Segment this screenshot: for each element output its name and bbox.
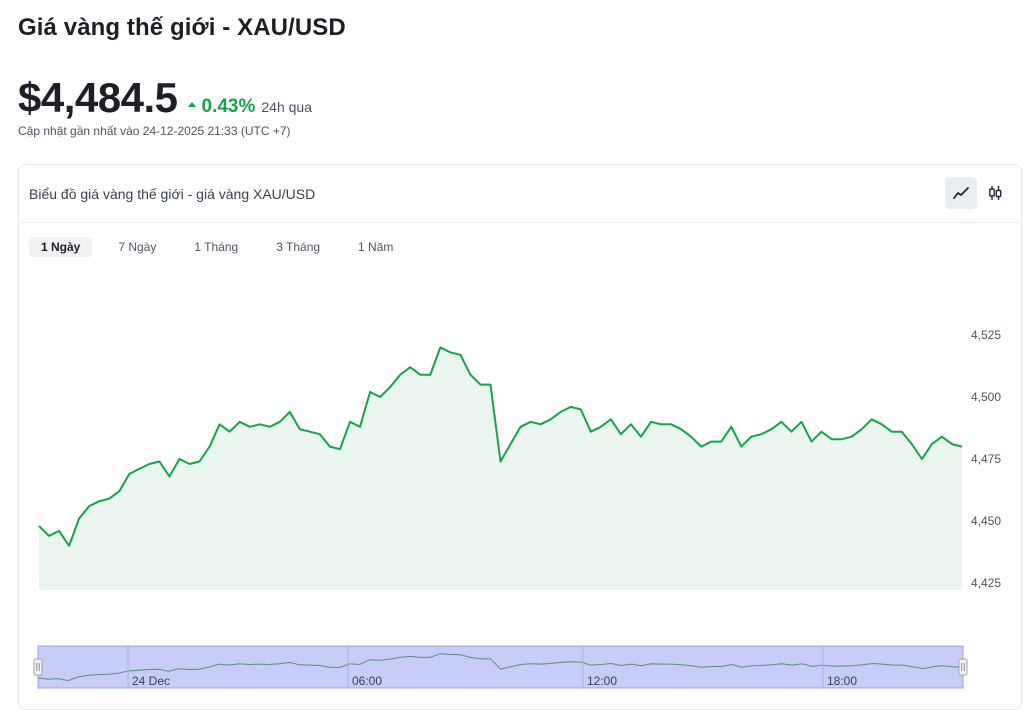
price-change: 0.43% 24h qua bbox=[187, 96, 312, 118]
tab-3-months[interactable]: 3 Tháng bbox=[276, 240, 321, 254]
line-chart-button[interactable] bbox=[945, 177, 977, 209]
change-percent: 0.43% bbox=[201, 96, 256, 117]
chart-title: Biểu đồ giá vàng thế giới - giá vàng XAU… bbox=[29, 186, 316, 202]
navigator-selection[interactable] bbox=[37, 645, 964, 689]
change-period: 24h qua bbox=[261, 99, 312, 115]
navigator-line bbox=[37, 653, 964, 682]
chart-card: Biểu đồ giá vàng thế giới - giá vàng XAU… bbox=[18, 164, 1022, 710]
tab-7-days[interactable]: 7 Ngày bbox=[118, 240, 157, 254]
navigator-right-handle[interactable] bbox=[958, 658, 968, 676]
page-title: Giá vàng thế giới - XAU/USD bbox=[18, 14, 346, 41]
navigator-left-handle[interactable] bbox=[33, 658, 43, 676]
navigator-time-label: 18:00 bbox=[827, 674, 857, 688]
price-summary: $4,484.5 0.43% 24h qua bbox=[18, 74, 312, 122]
candlestick-icon bbox=[989, 186, 1002, 200]
candlestick-button[interactable] bbox=[979, 177, 1011, 209]
range-tabs: 1 Ngày 7 Ngày 1 Tháng 3 Tháng 1 Năm bbox=[29, 237, 419, 257]
tab-1-month[interactable]: 1 Tháng bbox=[194, 240, 239, 254]
chart-card-header: Biểu đồ giá vàng thế giới - giá vàng XAU… bbox=[19, 165, 1021, 223]
navigator-time-label: 12:00 bbox=[587, 674, 617, 688]
tab-1-day[interactable]: 1 Ngày bbox=[29, 237, 93, 257]
chart-view-toggle bbox=[945, 177, 1011, 209]
current-price: $4,484.5 bbox=[18, 74, 178, 121]
navigator-time-label: 06:00 bbox=[352, 674, 382, 688]
arrow-up-icon bbox=[187, 102, 196, 107]
line-chart-icon bbox=[953, 187, 969, 199]
last-updated: Cập nhật gần nhất vào 24-12-2025 21:33 (… bbox=[18, 124, 291, 138]
navigator-time-label: 24 Dec bbox=[132, 674, 170, 688]
tab-1-year[interactable]: 1 Năm bbox=[358, 240, 394, 254]
